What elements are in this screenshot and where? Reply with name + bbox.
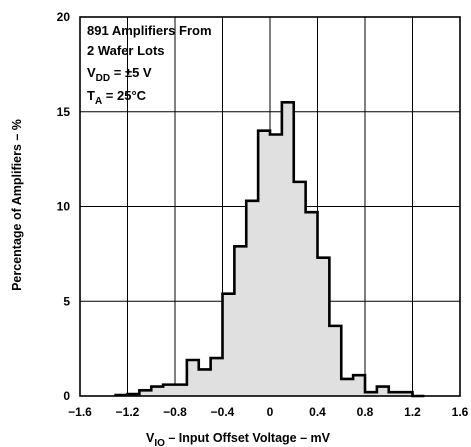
legend-annotation: 891 Amplifiers From 2 Wafer Lots VDD = ±… <box>87 23 212 107</box>
y-tick-label: 20 <box>57 10 71 24</box>
x-tick-labels: −1.6 −1.2 −0.8 −0.4 0 0.4 0.8 1.2 1.6 <box>68 405 469 419</box>
y-tick-labels: 0 5 10 15 20 <box>57 10 71 403</box>
annotation-vdd: VDD = ±5 V <box>87 65 152 84</box>
histogram-fill <box>115 102 425 397</box>
plot-frame <box>79 16 461 397</box>
y-tick-label: 10 <box>57 200 71 214</box>
annotation-ta: TA = 25°C <box>87 88 147 107</box>
histogram-outline <box>114 100 425 398</box>
y-tick-label: 15 <box>57 105 71 119</box>
x-tick-label: −0.8 <box>163 405 187 419</box>
x-tick-label: −1.2 <box>116 405 140 419</box>
y-tick-label: 5 <box>63 294 70 308</box>
y-tick-label: 0 <box>63 389 70 403</box>
x-axis-label: VIO – Input Offset Voltage – mV <box>146 431 331 447</box>
annotation-line-2: 2 Wafer Lots <box>87 43 165 58</box>
x-tick-label: −0.4 <box>211 405 235 419</box>
x-tick-label: 0.4 <box>309 405 326 419</box>
x-tick-label: 0 <box>267 405 274 419</box>
y-axis-label: Percentage of Amplifiers – % <box>10 119 24 291</box>
annotation-line-1: 891 Amplifiers From <box>87 23 212 38</box>
x-tick-label: 1.6 <box>452 405 469 419</box>
x-tick-label: −1.6 <box>68 405 92 419</box>
x-tick-label: 1.2 <box>404 405 421 419</box>
x-tick-label: 0.8 <box>357 405 374 419</box>
